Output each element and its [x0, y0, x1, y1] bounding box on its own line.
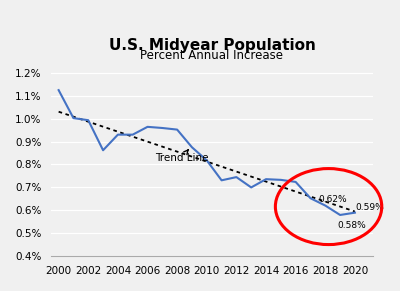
Text: 0.62%: 0.62%	[319, 195, 347, 204]
Title: U.S. Midyear Population: U.S. Midyear Population	[108, 38, 315, 53]
Text: 0.59%: 0.59%	[356, 203, 384, 212]
Text: 0.58%: 0.58%	[337, 221, 366, 230]
Text: Percent Annual Increase: Percent Annual Increase	[140, 49, 284, 62]
Text: Trend Line: Trend Line	[155, 150, 208, 163]
